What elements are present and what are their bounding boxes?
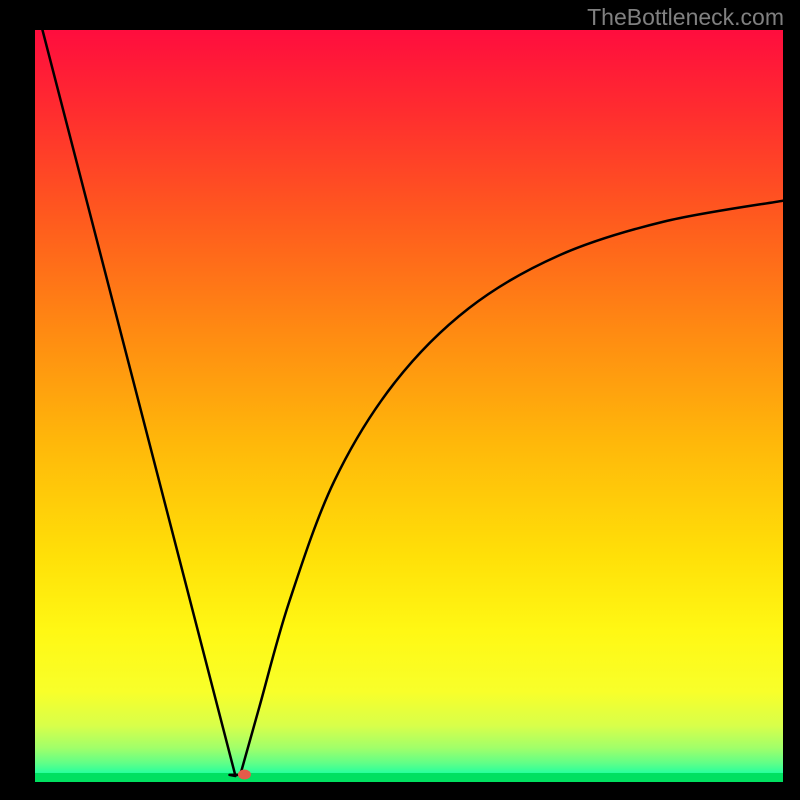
plot-area	[35, 30, 783, 782]
trough-marker	[238, 769, 251, 779]
plot-svg	[35, 30, 783, 782]
bottom-green-band	[35, 773, 783, 782]
chart-canvas: TheBottleneck.com	[0, 0, 800, 800]
watermark-text: TheBottleneck.com	[587, 4, 784, 31]
gradient-background	[35, 30, 783, 782]
